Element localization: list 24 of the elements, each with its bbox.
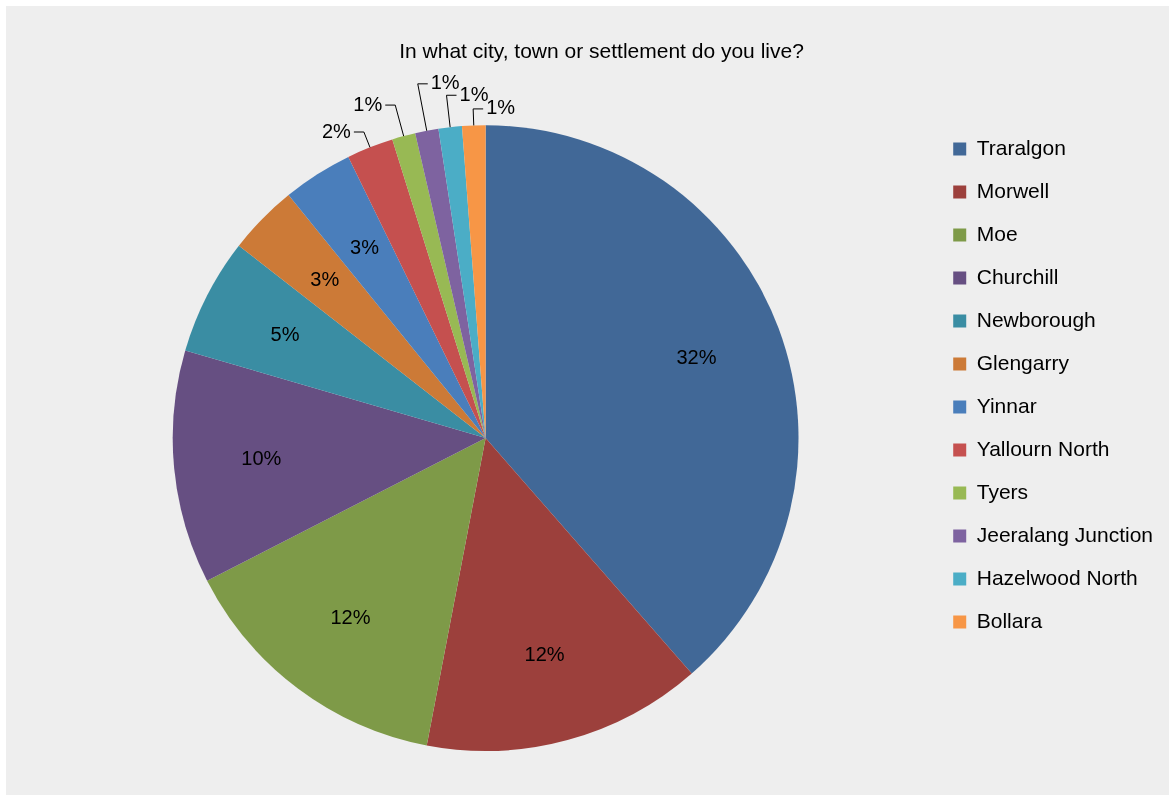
chart-title: In what city, town or settlement do you live?: [399, 39, 804, 63]
legend-label: Traralgon: [976, 135, 1066, 159]
legend-label: Morwell: [976, 178, 1050, 202]
data-label: 10%: [241, 446, 282, 469]
legend-label: Yinnar: [976, 393, 1037, 417]
data-label: 1%: [459, 82, 489, 105]
legend-label: Moe: [976, 221, 1018, 245]
data-label: 1%: [430, 71, 460, 94]
legend-label: Glengarry: [976, 350, 1070, 374]
legend-label: Yallourn North: [976, 436, 1110, 460]
data-label: 2%: [321, 119, 352, 142]
legend-label: Churchill: [976, 264, 1059, 288]
legend-label: Tyers: [976, 479, 1029, 503]
data-label: 12%: [524, 643, 565, 666]
legend-label: Bollara: [976, 608, 1043, 632]
data-label: 1%: [353, 92, 383, 115]
legend-label: Hazelwood North: [976, 565, 1138, 589]
data-label: 12%: [330, 605, 371, 628]
data-label: 5%: [270, 322, 300, 345]
data-label: 32%: [676, 346, 717, 369]
legend-label: Jeeralang Junction: [976, 522, 1154, 546]
data-label: 3%: [310, 267, 340, 290]
data-label: 3%: [350, 235, 380, 258]
legend-label: Newborough: [976, 307, 1096, 331]
